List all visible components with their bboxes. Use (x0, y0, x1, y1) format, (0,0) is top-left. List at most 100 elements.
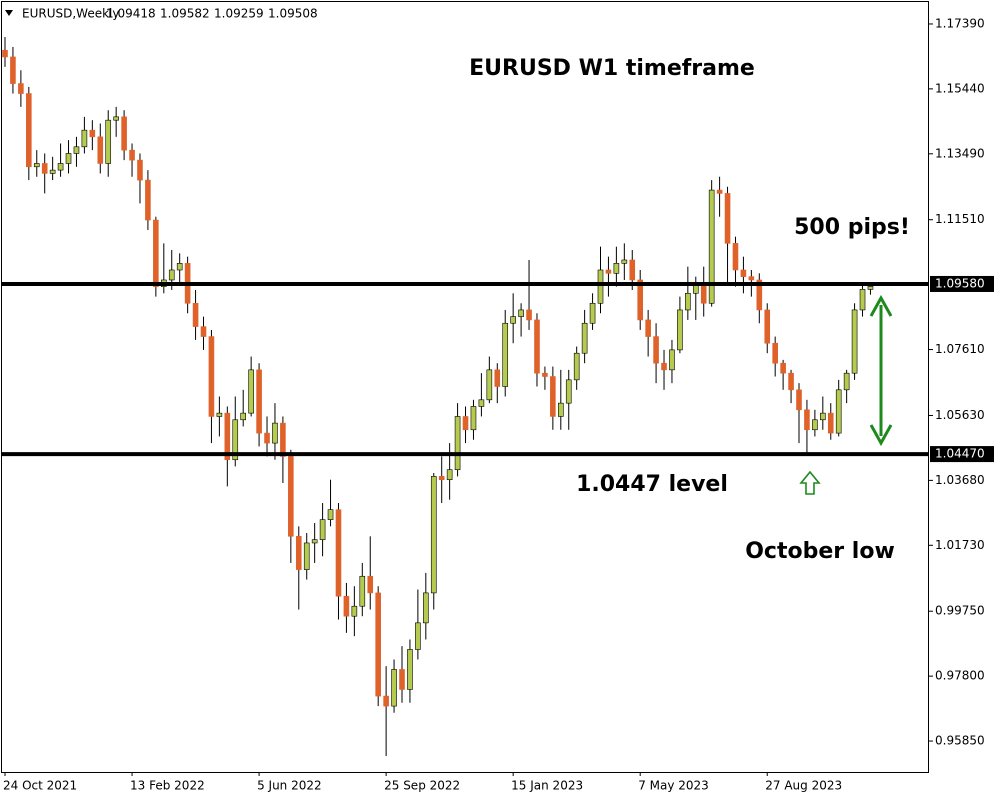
candle-body (756, 279, 763, 311)
candle-body (748, 276, 755, 281)
candle-body (375, 592, 381, 697)
candle-body (589, 302, 596, 324)
candle-body (200, 326, 207, 337)
candle-body (613, 263, 620, 274)
candle-body (740, 269, 747, 277)
y-tick-label: 1.01730 (935, 538, 985, 552)
y-tick-label: 1.15440 (935, 81, 985, 95)
x-tick-label: 24 Oct 2021 (3, 779, 77, 793)
candle-body (121, 116, 127, 151)
candle-body (256, 369, 262, 434)
candle-body (18, 83, 24, 94)
candle-body (10, 56, 16, 84)
level-label: 1.04470 (935, 447, 985, 461)
candle-body (97, 136, 104, 164)
candle-body (446, 469, 453, 481)
annotation-pips: 500 pips! (794, 215, 910, 240)
up-arrow (799, 470, 821, 495)
candle-body (486, 369, 493, 401)
x-tick-label: 15 Jan 2023 (511, 779, 583, 793)
candle-body (2, 49, 8, 58)
candle-body (129, 149, 135, 161)
y-tick-label: 1.17390 (935, 16, 985, 30)
candle-body (264, 432, 270, 444)
candle-body (478, 399, 485, 407)
candle-body (677, 309, 683, 351)
candle-body (280, 422, 286, 457)
level-label-box (930, 275, 994, 292)
candle-body (621, 259, 628, 264)
plot-frame (1, 1, 929, 773)
candle-body (669, 349, 675, 371)
candle-body (812, 419, 818, 431)
candle-body (454, 416, 461, 471)
x-tick-label: 13 Feb 2022 (130, 779, 205, 793)
candle-body (359, 575, 366, 607)
header-open: 1.09418 (106, 7, 156, 21)
candle-body (105, 119, 112, 164)
candle-body (653, 336, 659, 364)
candle-body (89, 129, 96, 138)
candle-body (26, 93, 32, 168)
header-low: 1.09259 (214, 7, 264, 21)
candle-body (208, 336, 215, 417)
y-tick-label: 1.13490 (935, 146, 985, 160)
candle-body (288, 456, 294, 537)
candle-body (510, 316, 516, 324)
candle-body (565, 379, 572, 404)
candle-body (550, 376, 556, 417)
candle-body (534, 319, 540, 374)
menu-triangle (5, 10, 13, 16)
annotation-level: 1.0447 level (576, 472, 728, 497)
candle-body (502, 322, 509, 387)
candle-body (57, 163, 64, 171)
candle-body (851, 309, 858, 374)
x-tick-label: 25 Sep 2022 (384, 779, 460, 793)
annotation-low: October low (745, 539, 895, 564)
candle-body (423, 592, 429, 624)
candle-body (827, 412, 834, 434)
candle-body (351, 605, 358, 617)
candle-body (859, 289, 866, 311)
candle-body (581, 322, 588, 354)
candle-body (835, 389, 842, 434)
level-label: 1.09580 (935, 276, 985, 290)
candle-body (764, 309, 771, 344)
candle-body (430, 476, 437, 594)
candle-body (41, 163, 48, 174)
x-tick-label: 5 Jun 2022 (257, 779, 322, 793)
candle-body (343, 595, 350, 617)
candle-body (518, 309, 524, 317)
candle-body (49, 169, 56, 174)
double-arrow (869, 294, 893, 447)
candle-body (168, 269, 175, 281)
candle-body (335, 509, 342, 597)
candle-body (716, 189, 723, 194)
candle-body (391, 669, 397, 707)
annotation-title: EURUSD W1 timeframe (469, 56, 755, 81)
candle-body (407, 649, 413, 690)
candle-body (248, 369, 254, 414)
candle-body (573, 352, 580, 381)
candle-body (272, 422, 278, 444)
y-tick-label: 0.97800 (935, 669, 985, 683)
y-tick-label: 0.95850 (935, 734, 985, 748)
header-close: 1.09508 (268, 7, 318, 21)
candle-body (303, 542, 310, 570)
candle-body (65, 153, 72, 164)
candle-body (176, 263, 183, 271)
candle-body (820, 412, 826, 421)
candle-body (216, 412, 223, 417)
candle-body (367, 575, 374, 594)
candle-body (192, 302, 199, 327)
y-tick-label: 0.99750 (935, 604, 985, 618)
candle-body (788, 372, 794, 391)
candle-body (708, 189, 715, 304)
candle-body (685, 292, 691, 311)
candle-body (780, 362, 786, 374)
candle-body (113, 116, 119, 121)
candle-body (73, 146, 80, 154)
candle-body (81, 129, 88, 148)
candle-body (605, 269, 612, 274)
